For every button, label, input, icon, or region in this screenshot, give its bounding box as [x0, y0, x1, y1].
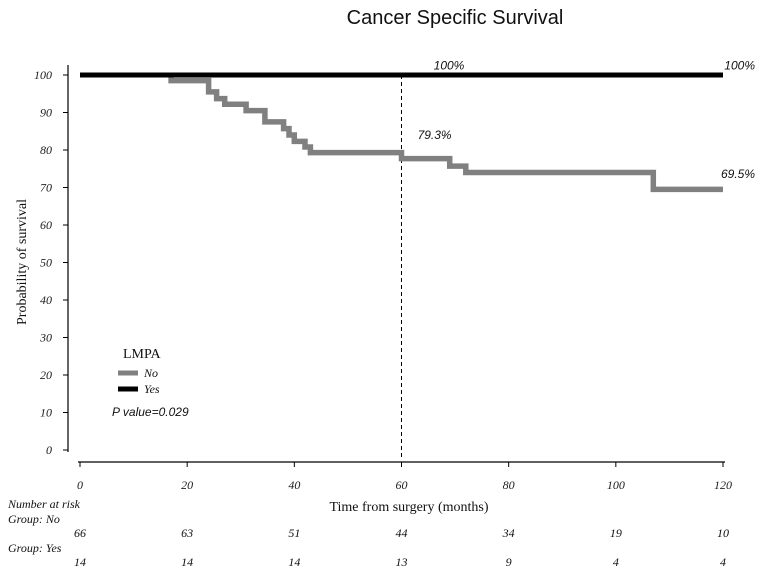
y-tick-label: 80 [40, 143, 52, 157]
series-line-no [168, 75, 723, 193]
x-tick-label: 80 [503, 478, 515, 492]
y-tick-label: 20 [40, 368, 52, 382]
y-tick-label: 10 [40, 406, 52, 420]
x-axis-label: Time from surgery (months) [329, 500, 488, 515]
y-tick-label: 50 [40, 256, 52, 270]
risk-count: 13 [396, 555, 408, 569]
legend-label-yes: Yes [144, 382, 160, 396]
risk-count: 14 [288, 555, 300, 569]
annotations: 100% 100% 79.3% 69.5% [418, 58, 756, 181]
risk-table: Number at risk Group: No Group: Yes 66 63… [7, 497, 729, 569]
x-tick-label: 0 [77, 478, 83, 492]
y-tick-label: 0 [46, 443, 52, 457]
risk-count: 63 [181, 526, 193, 540]
x-tick-label: 60 [396, 478, 408, 492]
x-tick-label: 120 [714, 478, 732, 492]
risk-header: Number at risk [7, 497, 81, 511]
risk-count: 10 [717, 526, 729, 540]
survival-annotation: 79.3% [418, 128, 452, 142]
risk-count: 44 [396, 526, 408, 540]
y-tick-label: 40 [40, 293, 52, 307]
legend: LMPA No Yes [118, 347, 162, 396]
y-tick-label: 30 [39, 331, 52, 345]
risk-counts-yes: 14 14 14 13 9 4 4 [74, 555, 726, 569]
x-tick-label: 20 [181, 478, 193, 492]
risk-count: 9 [506, 555, 512, 569]
x-tick-label: 40 [288, 478, 300, 492]
survival-annotation: 69.5% [721, 167, 755, 181]
risk-count: 19 [610, 526, 622, 540]
risk-count: 34 [502, 526, 515, 540]
x-tick-label: 100 [607, 478, 625, 492]
y-axis-ticks: 0 10 20 30 40 50 60 70 80 90 100 [34, 68, 68, 457]
x-axis-ticks: 0 20 40 60 80 100 120 [77, 462, 732, 492]
y-tick-label: 90 [40, 106, 52, 120]
risk-count: 14 [181, 555, 193, 569]
chart-title: Cancer Specific Survival [347, 7, 564, 29]
y-tick-label: 70 [40, 181, 52, 195]
p-value: P value=0.029 [112, 405, 189, 419]
y-tick-label: 100 [34, 68, 52, 82]
risk-counts-no: 66 63 51 44 34 19 10 [74, 526, 729, 540]
axes [67, 65, 725, 463]
risk-count: 51 [288, 526, 300, 540]
risk-count: 14 [74, 555, 86, 569]
legend-label-no: No [143, 366, 158, 380]
risk-count: 4 [720, 555, 726, 569]
legend-title: LMPA [123, 347, 162, 362]
survival-annotation: 100% [724, 58, 755, 72]
series-group [80, 72, 723, 460]
y-axis-label: Probability of survival [15, 199, 30, 325]
risk-count: 4 [613, 555, 619, 569]
risk-group-no-label: Group: No [8, 512, 60, 526]
y-tick-label: 60 [40, 218, 52, 232]
survival-annotation: 100% [434, 58, 465, 72]
risk-group-yes-label: Group: Yes [8, 541, 62, 555]
risk-count: 66 [74, 526, 86, 540]
